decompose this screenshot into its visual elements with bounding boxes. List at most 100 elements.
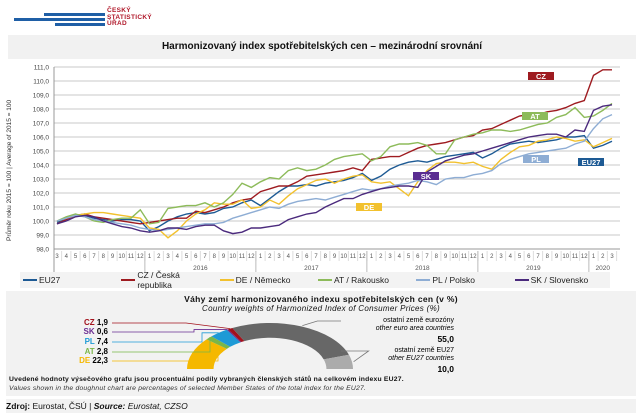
x-tick-label: 12 bbox=[359, 254, 366, 260]
note-cs: Uvedené hodnoty výsečového grafu jsou pr… bbox=[9, 376, 404, 383]
x-tick-label: 6 bbox=[527, 254, 531, 260]
legend-item: DE / Německo bbox=[219, 275, 315, 285]
x-tick-label: 9 bbox=[333, 254, 337, 260]
legend-label: SK / Slovensko bbox=[530, 275, 589, 285]
leader-line bbox=[341, 350, 370, 362]
doughnut-slice-other-euro bbox=[232, 323, 349, 360]
x-tick-label: 7 bbox=[425, 254, 429, 260]
x-tick-label: 9 bbox=[222, 254, 226, 260]
x-tick-label: 1 bbox=[259, 254, 263, 260]
x-tick-label: 1 bbox=[592, 254, 596, 260]
weight-value: 22,3 bbox=[92, 356, 108, 365]
series-tag-label: DE bbox=[364, 203, 374, 212]
series-line-sk bbox=[56, 104, 613, 235]
source-text-cs: Eurostat, ČSÚ | bbox=[30, 401, 94, 411]
x-tick-label: 3 bbox=[388, 254, 392, 260]
country-code: CZ bbox=[83, 318, 95, 327]
x-tick-label: 11 bbox=[572, 254, 579, 260]
legend-item: EU27 bbox=[23, 275, 118, 285]
series-line-eu27 bbox=[56, 134, 613, 232]
x-tick-label: 4 bbox=[287, 254, 291, 260]
chart-legend: EU27 CZ / Česká republika DE / Německo AT /… bbox=[20, 270, 610, 290]
x-tick-label: 6 bbox=[416, 254, 420, 260]
doughnut-slice-sk bbox=[226, 329, 242, 343]
series-tag-label: SK bbox=[421, 172, 432, 181]
legend-swatch bbox=[121, 279, 136, 281]
legend-swatch bbox=[317, 279, 332, 281]
weights-title-en: Country weights of Harmonized Index of C… bbox=[202, 304, 440, 313]
x-tick-label: 10 bbox=[451, 254, 458, 260]
x-year-label: 2020 bbox=[596, 265, 611, 272]
weight-value: 1,9 bbox=[96, 318, 108, 327]
x-tick-label: 3 bbox=[499, 254, 503, 260]
country-code: DE bbox=[79, 356, 91, 365]
x-tick-label: 3 bbox=[166, 254, 170, 260]
x-tick-label: 2 bbox=[601, 254, 605, 260]
weight-value: 0,6 bbox=[96, 327, 108, 336]
legend-label: AT / Rakousko bbox=[333, 275, 389, 285]
weight-value: 2,8 bbox=[96, 347, 108, 356]
y-tick-label: 110,0 bbox=[33, 79, 49, 86]
legend-item: SK / Slovensko bbox=[514, 275, 610, 285]
x-tick-label: 11 bbox=[461, 254, 468, 260]
country-code: AT bbox=[84, 347, 95, 356]
label-cs: ostatní země eurozóny bbox=[383, 317, 454, 324]
x-tick-label: 12 bbox=[248, 254, 255, 260]
x-tick-label: 5 bbox=[296, 254, 300, 260]
x-tick-label: 3 bbox=[610, 254, 614, 260]
x-tick-label: 9 bbox=[555, 254, 559, 260]
x-tick-label: 8 bbox=[435, 254, 439, 260]
x-tick-label: 10 bbox=[340, 254, 347, 260]
x-tick-label: 1 bbox=[148, 254, 152, 260]
x-tick-label: 8 bbox=[546, 254, 550, 260]
weight-label-pl: PL 7,4 bbox=[58, 337, 108, 346]
series-tag-label: EU27 bbox=[582, 158, 601, 167]
x-tick-label: 10 bbox=[229, 254, 236, 260]
series-tag-label: PL bbox=[531, 155, 541, 164]
label-en: other EU27 countries bbox=[388, 355, 454, 362]
x-tick-label: 2 bbox=[157, 254, 161, 260]
x-year-label: 2018 bbox=[415, 265, 430, 272]
x-tick-label: 3 bbox=[277, 254, 281, 260]
doughnut-slice-other-eu bbox=[323, 354, 353, 369]
series-tag-label: CZ bbox=[536, 72, 546, 81]
label-en: other euro area countries bbox=[375, 325, 454, 332]
legend-label: PL / Polsko bbox=[432, 275, 475, 285]
y-tick-label: 104,0 bbox=[33, 163, 50, 170]
x-tick-label: 12 bbox=[137, 254, 144, 260]
legend-swatch bbox=[416, 279, 431, 281]
doughnut-slice-at bbox=[206, 336, 231, 349]
legend-swatch bbox=[514, 279, 529, 281]
leader-line bbox=[112, 332, 219, 343]
source-label-cs: Zdroj: bbox=[6, 401, 31, 411]
series-tag-at bbox=[522, 112, 548, 120]
y-tick-label: 98,0 bbox=[36, 247, 49, 254]
x-tick-label: 1 bbox=[481, 254, 485, 260]
y-axis-label: Průměr roku 2015 = 100 | Average of 2015… bbox=[5, 100, 13, 241]
legend-item: CZ / Česká republika bbox=[121, 270, 216, 290]
x-tick-label: 7 bbox=[314, 254, 318, 260]
doughnut-chart bbox=[112, 320, 370, 369]
leader-line bbox=[112, 337, 211, 353]
weight-label-other-euro: ostatní země eurozóny other euro area cou… bbox=[336, 317, 454, 344]
x-year-label: 2017 bbox=[304, 265, 319, 272]
leader-line bbox=[112, 322, 231, 330]
country-code: SK bbox=[83, 327, 95, 336]
series-tag-eu27 bbox=[578, 158, 604, 166]
x-tick-label: 8 bbox=[324, 254, 328, 260]
weight-label-at: AT 2,8 bbox=[58, 347, 108, 356]
doughnut-slice-pl bbox=[211, 329, 241, 347]
note-en: Values shown in the doughnut chart are p… bbox=[9, 385, 367, 392]
x-tick-label: 8 bbox=[102, 254, 106, 260]
x-tick-label: 8 bbox=[213, 254, 217, 260]
page-title: Harmonizovaný index spotřebitelských cen… bbox=[8, 35, 636, 59]
y-tick-label: 99,0 bbox=[36, 233, 49, 240]
x-tick-label: 3 bbox=[55, 254, 59, 260]
leader-line bbox=[302, 320, 341, 327]
x-tick-label: 5 bbox=[74, 254, 78, 260]
x-tick-label: 6 bbox=[194, 254, 198, 260]
legend-label: EU27 bbox=[39, 275, 61, 285]
series-tag-pl bbox=[523, 155, 549, 163]
logo-text: ČESKÝ STATISTICKÝ ÚŘAD bbox=[107, 7, 152, 28]
series-line-de bbox=[56, 136, 613, 239]
